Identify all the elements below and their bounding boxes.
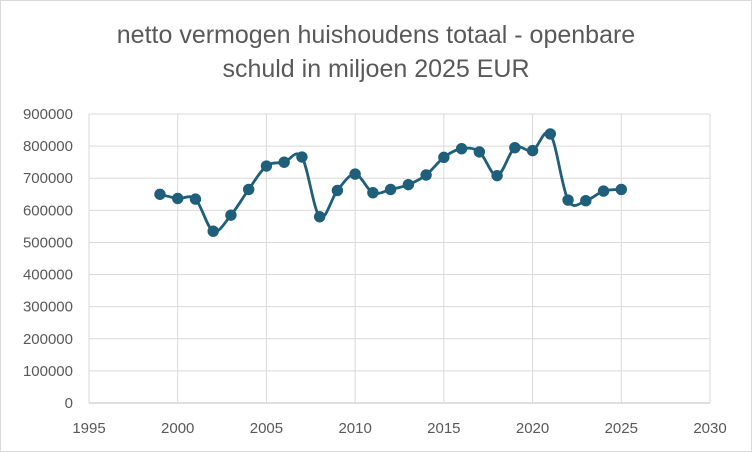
data-point (172, 192, 184, 205)
data-point (438, 151, 450, 164)
data-point (402, 178, 415, 191)
y-tick-label: 200000 (23, 331, 73, 348)
series-layer (154, 128, 627, 237)
data-point (367, 186, 379, 199)
data-point (473, 146, 486, 158)
data-point (615, 183, 627, 196)
data-point (313, 211, 326, 223)
data-point (526, 144, 539, 157)
data-point (260, 160, 273, 172)
data-point (189, 193, 202, 205)
data-point (562, 194, 574, 206)
data-point (225, 209, 237, 221)
y-tick-label: 700000 (23, 170, 73, 187)
data-point (580, 195, 592, 207)
y-tick-label: 0 (65, 395, 73, 412)
data-point (154, 188, 166, 200)
data-point (296, 151, 308, 163)
y-tick-label: 300000 (23, 299, 73, 316)
axis-labels: 0 100000 200000 300000 400000 500000 600000 700… (23, 106, 727, 437)
data-point (384, 183, 397, 196)
x-tick-label: 2025 (605, 420, 638, 437)
y-tick-label: 900000 (23, 106, 73, 123)
data-point (491, 169, 503, 182)
y-tick-label: 500000 (23, 234, 73, 251)
data-point (455, 142, 468, 155)
y-tick-label: 800000 (23, 138, 73, 155)
x-tick-label: 2000 (161, 420, 194, 437)
data-point (242, 183, 255, 196)
data-point (509, 142, 521, 154)
chart-title-line-1: netto vermogen huishoudens totaal - open… (116, 21, 636, 49)
chart-title-line-2: schuld in miljoen 2025 EUR (222, 55, 530, 83)
x-tick-label: 2020 (516, 420, 549, 437)
y-tick-label: 400000 (23, 267, 73, 284)
data-point (420, 169, 432, 181)
data-point (278, 156, 290, 168)
data-point (597, 185, 610, 197)
x-tick-label: 1995 (72, 420, 105, 437)
data-point (349, 168, 361, 180)
x-tick-label: 2015 (427, 420, 460, 437)
chart-title: netto vermogen huishoudens totaal - open… (0, 18, 752, 86)
x-tick-label: 2005 (250, 420, 283, 437)
y-tick-label: 600000 (23, 202, 73, 219)
grid (88, 113, 711, 404)
x-tick-label: 2030 (693, 420, 726, 437)
data-point (331, 184, 344, 197)
x-tick-label: 2010 (338, 420, 371, 437)
y-tick-label: 100000 (23, 363, 73, 380)
data-point (544, 128, 557, 140)
data-point (207, 225, 219, 237)
